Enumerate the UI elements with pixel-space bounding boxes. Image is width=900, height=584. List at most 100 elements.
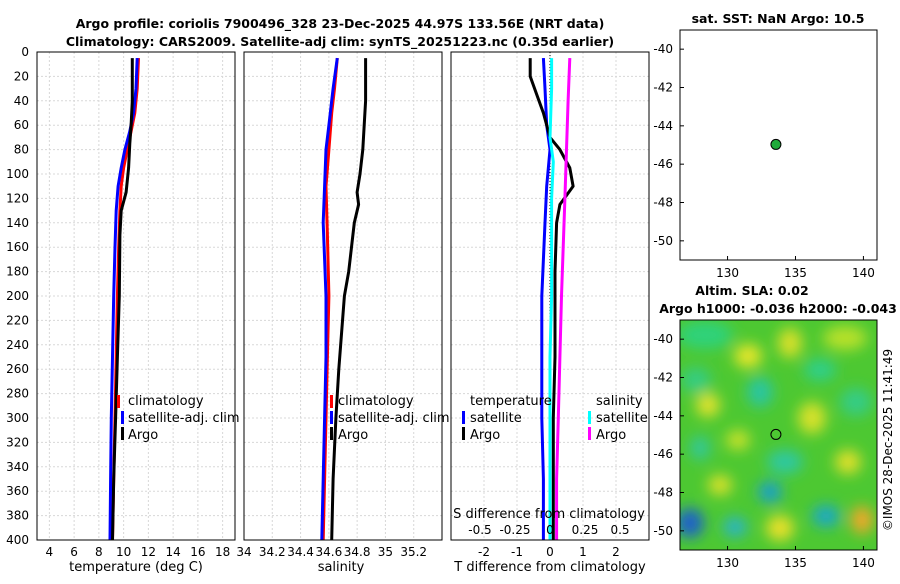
- sla-title-line1: Altim. SLA: 0.02: [695, 283, 808, 298]
- sla-blob: [835, 450, 861, 474]
- y-tick-label: 0: [21, 45, 29, 59]
- y-tick-label: 180: [6, 265, 29, 279]
- x-tick-label: 130: [716, 556, 739, 570]
- temperature-axes-frame: [36, 51, 236, 541]
- legend-satellite-adj-clim: satellite-adj. clim: [128, 411, 240, 426]
- x-tick-label: 130: [716, 266, 739, 280]
- legend-temperature-title: temperature: [470, 394, 552, 409]
- temperature-xlabel: temperature (deg C): [69, 560, 203, 575]
- x-tick-label: 140: [852, 266, 875, 280]
- x-tick-label: 0: [546, 545, 554, 559]
- sla-blob: [778, 328, 802, 358]
- legend-argo: Argo: [128, 428, 158, 443]
- y-tick-label: -50: [653, 234, 673, 248]
- x-tick-label: 34: [236, 545, 251, 559]
- y-tick-label: 20: [14, 69, 29, 83]
- x-tick-label: 2: [612, 545, 620, 559]
- difference-panel: -2 -1 0 1 2 T difference from climatology S …: [450, 51, 650, 575]
- legend-swatch-temp-argo: [462, 427, 465, 440]
- legend-swatch-argo: [330, 427, 333, 440]
- series-line: [111, 58, 140, 541]
- legend-satellite-adj-clim: satellite-adj. clim: [338, 411, 450, 426]
- salinity-axes-frame: [243, 51, 443, 541]
- x-tick-label: 10: [116, 545, 131, 559]
- sla-heatmap-base: [680, 320, 877, 550]
- y-tick-label: 320: [6, 435, 29, 449]
- x-tick-label: 1: [579, 545, 587, 559]
- legend-temp-argo: Argo: [470, 428, 500, 443]
- sla-map-panel: Altim. SLA: 0.02 Argo h1000: -0.036 h200…: [653, 283, 896, 570]
- sst-axes-frame: [679, 29, 878, 261]
- legend-argo: Argo: [338, 428, 368, 443]
- y-tick-label: 380: [6, 509, 29, 523]
- sla-blob: [798, 402, 826, 434]
- sla-blob: [680, 321, 733, 349]
- series-line: [330, 58, 368, 541]
- legend-temp-satellite: satellite: [470, 411, 522, 426]
- y-tick-label: 400: [6, 533, 29, 547]
- y-tick-label: -40: [653, 42, 673, 56]
- argo-location-marker: [770, 138, 782, 150]
- x-tick-label: 135: [784, 266, 807, 280]
- sst-title: sat. SST: NaN Argo: 10.5: [692, 11, 865, 26]
- y-tick-label: 340: [6, 460, 29, 474]
- legend-sal-satellite: satellite: [596, 411, 648, 426]
- sla-title-line2: Argo h1000: -0.036 h2000: -0.043: [659, 301, 897, 316]
- top-tick-label: -0.25: [499, 523, 530, 537]
- sla-blob: [696, 393, 720, 417]
- sla-blob: [747, 377, 773, 407]
- legend-salinity-title: salinity: [596, 394, 643, 409]
- y-tick-label: 260: [6, 362, 29, 376]
- sla-axes-frame: [679, 319, 878, 551]
- x-tick-label: 14: [165, 545, 180, 559]
- x-tick-label: 135: [784, 556, 807, 570]
- x-tick-label: -2: [478, 545, 490, 559]
- y-tick-label: 40: [14, 94, 29, 108]
- y-tick-label: 140: [6, 216, 29, 230]
- y-tick-label: 120: [6, 191, 29, 205]
- y-tick-label: 80: [14, 143, 29, 157]
- x-tick-label: 34.8: [344, 545, 371, 559]
- sla-blob: [734, 344, 762, 368]
- difference-legend: temperature salinity satellite Argo sate…: [462, 394, 648, 443]
- sla-blob: [851, 506, 873, 534]
- y-tick-label: -50: [653, 524, 673, 538]
- y-tick-label: -48: [653, 196, 673, 210]
- sla-blob: [726, 430, 750, 450]
- x-tick-label: 6: [70, 545, 78, 559]
- legend-swatch-climatology: [330, 395, 333, 408]
- sla-blob: [690, 436, 710, 460]
- sla-blob: [812, 505, 840, 527]
- x-tick-label: 34.2: [259, 545, 286, 559]
- legend-climatology: climatology: [338, 394, 414, 409]
- y-tick-label: -46: [653, 157, 673, 171]
- y-tick-label: -48: [653, 486, 673, 500]
- salinity-panel: 34 34.2 34.4 34.6 34.8 35 35.2 salinity climat…: [236, 51, 450, 575]
- legend-swatch-satellite-adj: [121, 411, 124, 424]
- x-tick-label: 16: [190, 545, 205, 559]
- sla-blob: [767, 450, 803, 474]
- x-tick-label: 35.2: [400, 545, 427, 559]
- series-line: [555, 58, 572, 540]
- top-tick-label: 0.25: [572, 523, 599, 537]
- sla-blob: [723, 517, 747, 537]
- sla-blob: [823, 326, 867, 350]
- sla-heatmap: [680, 320, 877, 550]
- series-line: [111, 58, 134, 541]
- y-tick-label: -40: [653, 332, 673, 346]
- x-tick-label: 34.6: [315, 545, 342, 559]
- salinity-xlabel: salinity: [318, 560, 365, 575]
- legend-sal-argo: Argo: [596, 428, 626, 443]
- x-tick-label: 12: [141, 545, 156, 559]
- sla-blob: [680, 508, 704, 538]
- difference-top-xlabel: S difference from climatology: [453, 507, 645, 522]
- salinity-legend: climatology satellite-adj. clim Argo: [330, 394, 450, 443]
- legend-swatch-sal-argo: [588, 427, 591, 440]
- x-tick-label: 4: [46, 545, 54, 559]
- difference-axes-frame: [450, 51, 650, 541]
- top-tick-label: 0: [546, 523, 554, 537]
- legend-swatch-climatology: [117, 395, 120, 408]
- series-line: [528, 58, 575, 540]
- y-tick-label: 300: [6, 411, 29, 425]
